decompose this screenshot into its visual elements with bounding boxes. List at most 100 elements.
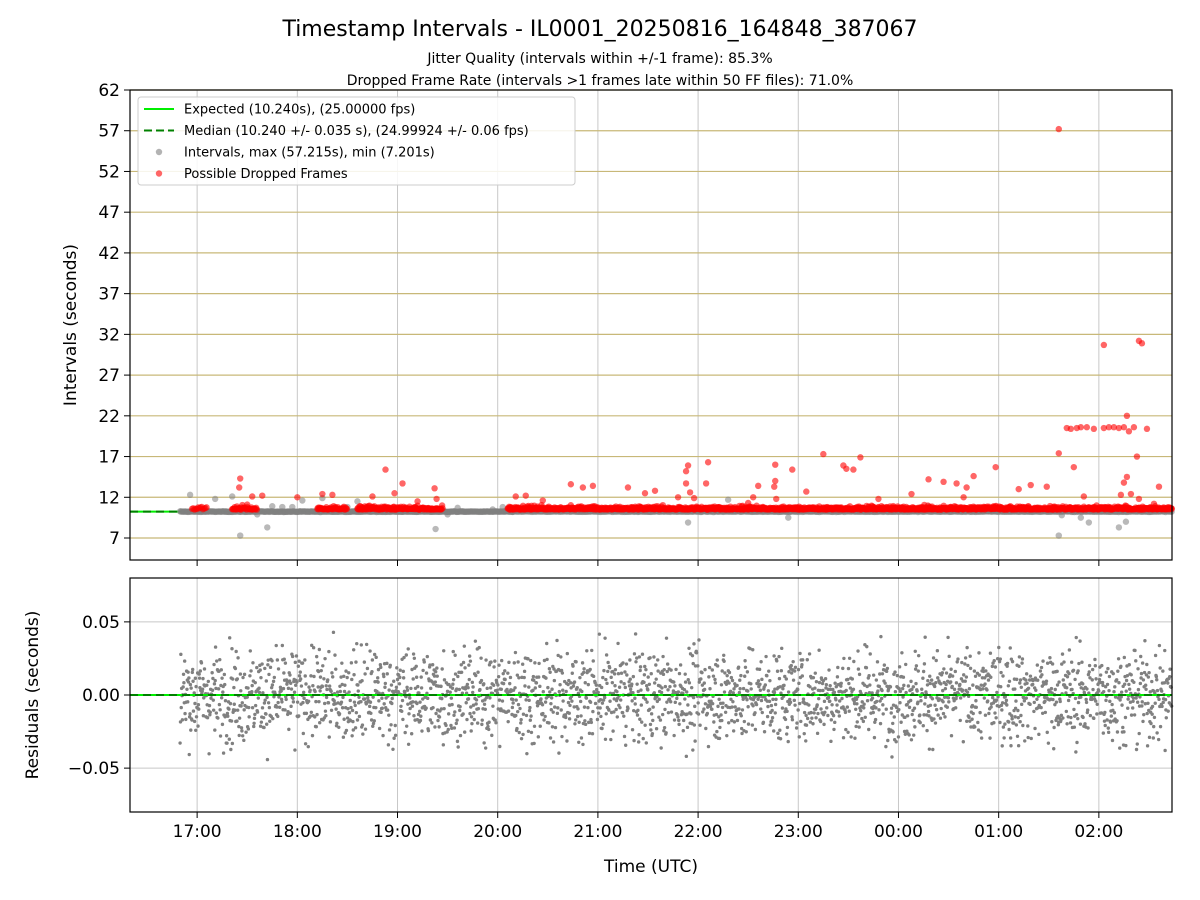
residual-point	[630, 682, 634, 686]
residual-point	[625, 673, 629, 677]
residual-point	[588, 667, 592, 672]
residual-point	[835, 675, 840, 679]
residual-point	[465, 682, 470, 687]
residual-point	[958, 682, 962, 687]
residual-point	[369, 711, 373, 716]
residual-point	[740, 708, 745, 712]
residual-point	[501, 681, 506, 686]
residual-point	[574, 660, 578, 664]
interval-point	[724, 496, 732, 503]
residual-point	[579, 714, 583, 718]
residual-point	[520, 662, 525, 666]
residual-point	[828, 683, 832, 688]
dropped-frame-point	[744, 499, 752, 507]
residual-point	[468, 659, 473, 663]
residual-point	[357, 714, 362, 719]
dropped-frame-point	[674, 494, 682, 501]
y-tick-label: 17	[98, 448, 120, 468]
residual-point	[837, 714, 842, 718]
residual-point	[462, 644, 467, 648]
residual-point	[311, 683, 315, 688]
residual-point	[656, 669, 660, 673]
dropped-frame-point	[772, 461, 779, 468]
residual-point	[411, 700, 415, 704]
residual-point	[648, 707, 652, 711]
residual-point	[669, 700, 673, 704]
residual-point	[773, 702, 778, 707]
residual-point	[240, 729, 244, 733]
residual-point	[620, 710, 625, 715]
residual-point	[339, 700, 344, 704]
residual-point	[817, 696, 821, 701]
dropped-frame-point	[992, 463, 999, 471]
dropped-frame-point	[1150, 500, 1158, 507]
residual-point	[905, 714, 910, 718]
residual-point	[758, 688, 763, 692]
residual-point	[818, 719, 823, 724]
residual-point	[298, 670, 302, 674]
residual-point	[486, 724, 490, 729]
residual-point	[318, 720, 322, 725]
residual-point	[833, 681, 837, 685]
residual-point	[246, 686, 250, 690]
residual-point	[461, 712, 465, 716]
residual-point	[691, 695, 696, 700]
residual-point	[256, 696, 261, 700]
residual-point	[844, 688, 848, 693]
residual-point	[274, 643, 278, 648]
residual-point	[832, 727, 836, 732]
dropped-frame-point	[690, 494, 698, 502]
residual-point	[550, 725, 555, 729]
residual-point	[683, 672, 687, 676]
residual-point	[618, 705, 622, 710]
residual-point	[930, 697, 935, 701]
residual-point	[746, 689, 750, 693]
residual-point	[467, 663, 471, 667]
residual-point	[394, 685, 399, 689]
residual-point	[218, 708, 222, 712]
residual-point	[295, 700, 300, 704]
residual-point	[446, 712, 451, 716]
residual-point	[218, 657, 222, 662]
residual-point	[646, 688, 650, 692]
y-tick-label: 52	[98, 162, 120, 182]
residual-point	[265, 757, 270, 762]
residual-point	[722, 659, 726, 663]
dropped-frame-point	[1055, 125, 1062, 133]
residual-point	[327, 649, 331, 654]
residual-point	[341, 735, 346, 739]
dropped-frame-point	[1077, 424, 1085, 431]
residual-point	[710, 707, 714, 712]
interval-point	[269, 503, 276, 510]
residual-point	[324, 684, 328, 688]
residual-point	[794, 726, 799, 730]
residual-point	[187, 752, 191, 757]
residual-point	[455, 739, 460, 744]
residual-point	[232, 685, 236, 690]
residual-point	[674, 667, 678, 672]
residual-point	[469, 729, 473, 733]
residual-point	[350, 708, 355, 713]
residual-point	[574, 718, 578, 722]
residual-point	[543, 714, 547, 719]
residual-point	[386, 743, 391, 747]
residual-point	[288, 711, 293, 715]
residual-point	[578, 675, 582, 680]
dropped-frame-point	[1120, 424, 1128, 431]
residual-point	[368, 704, 372, 709]
residual-point	[663, 707, 667, 712]
residual-point	[536, 735, 541, 739]
residual-point	[387, 728, 392, 732]
residual-point	[411, 652, 416, 656]
residual-point	[652, 681, 657, 685]
residual-point	[514, 713, 518, 718]
residual-point	[853, 736, 857, 740]
residual-point	[649, 728, 653, 732]
residual-point	[763, 683, 768, 687]
residual-point	[266, 701, 271, 705]
residual-point	[519, 721, 523, 725]
residual-point	[511, 697, 515, 702]
dropped-frame-point	[259, 492, 266, 499]
residual-point	[723, 710, 728, 714]
dropped-frame-point	[369, 493, 376, 500]
